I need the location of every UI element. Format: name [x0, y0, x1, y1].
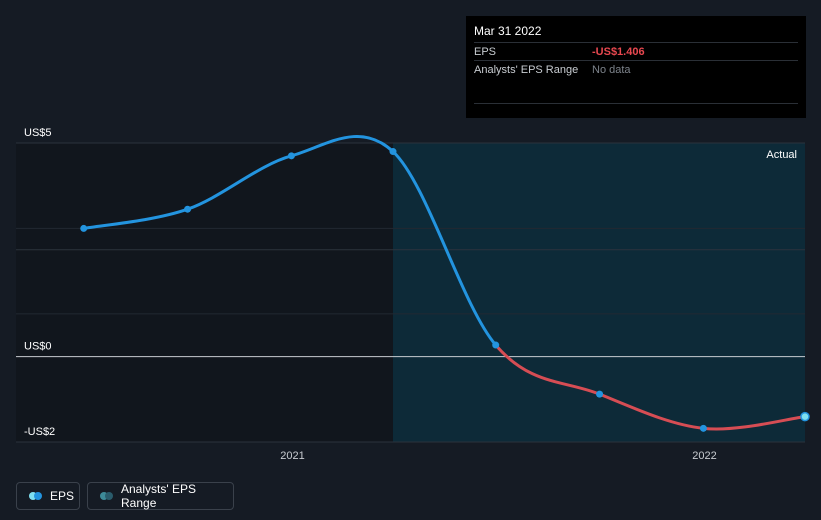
tooltip-row-eps: EPS -US$1.406 [474, 42, 798, 60]
y-tick-label: US$5 [24, 127, 52, 139]
actual-region-label: Actual [766, 149, 797, 161]
tooltip-row-range: Analysts' EPS Range No data [474, 60, 798, 78]
eps-line-segment [701, 415, 807, 431]
tooltip-value: No data [592, 63, 631, 76]
tooltip: Mar 31 2022 EPS -US$1.406 Analysts' EPS … [466, 16, 806, 118]
eps-line-segment [289, 134, 395, 158]
eps-line-segment [186, 154, 293, 211]
y-tick-label: US$0 [24, 341, 52, 353]
eps-legend-icon [29, 492, 42, 500]
tooltip-label: Analysts' EPS Range [474, 63, 579, 76]
eps-point [389, 148, 397, 156]
eps-point [184, 205, 192, 213]
eps-point [800, 411, 810, 422]
tooltip-value: -US$1.406 [592, 45, 645, 58]
eps-point [492, 341, 500, 349]
eps-point [287, 152, 295, 160]
legend-range-button[interactable]: Analysts' EPS Range [87, 482, 234, 510]
legend-range-label: Analysts' EPS Range [121, 482, 196, 510]
tooltip-label: EPS [474, 45, 497, 58]
past-region [16, 143, 394, 442]
eps-series [82, 134, 807, 431]
eps-point [80, 224, 88, 232]
x-tick-label: 2021 [280, 450, 304, 462]
eps-line-segment [391, 150, 498, 347]
x-tick-label: 2022 [692, 450, 716, 462]
eps-line-segment [598, 392, 705, 430]
tooltip-date: Mar 31 2022 [474, 24, 542, 38]
range-legend-icon [100, 492, 113, 500]
eps-point [699, 424, 707, 432]
eps-line-segment [494, 343, 602, 396]
gridlines [16, 142, 805, 443]
y-tick-label: -US$2 [24, 426, 55, 438]
legend-eps-label: EPS [50, 489, 75, 503]
eps-line-segment [82, 207, 190, 230]
tooltip-divider [474, 103, 798, 104]
eps-point [596, 390, 604, 398]
legend-eps-button[interactable]: EPS [16, 482, 80, 510]
eps-points [80, 148, 810, 432]
